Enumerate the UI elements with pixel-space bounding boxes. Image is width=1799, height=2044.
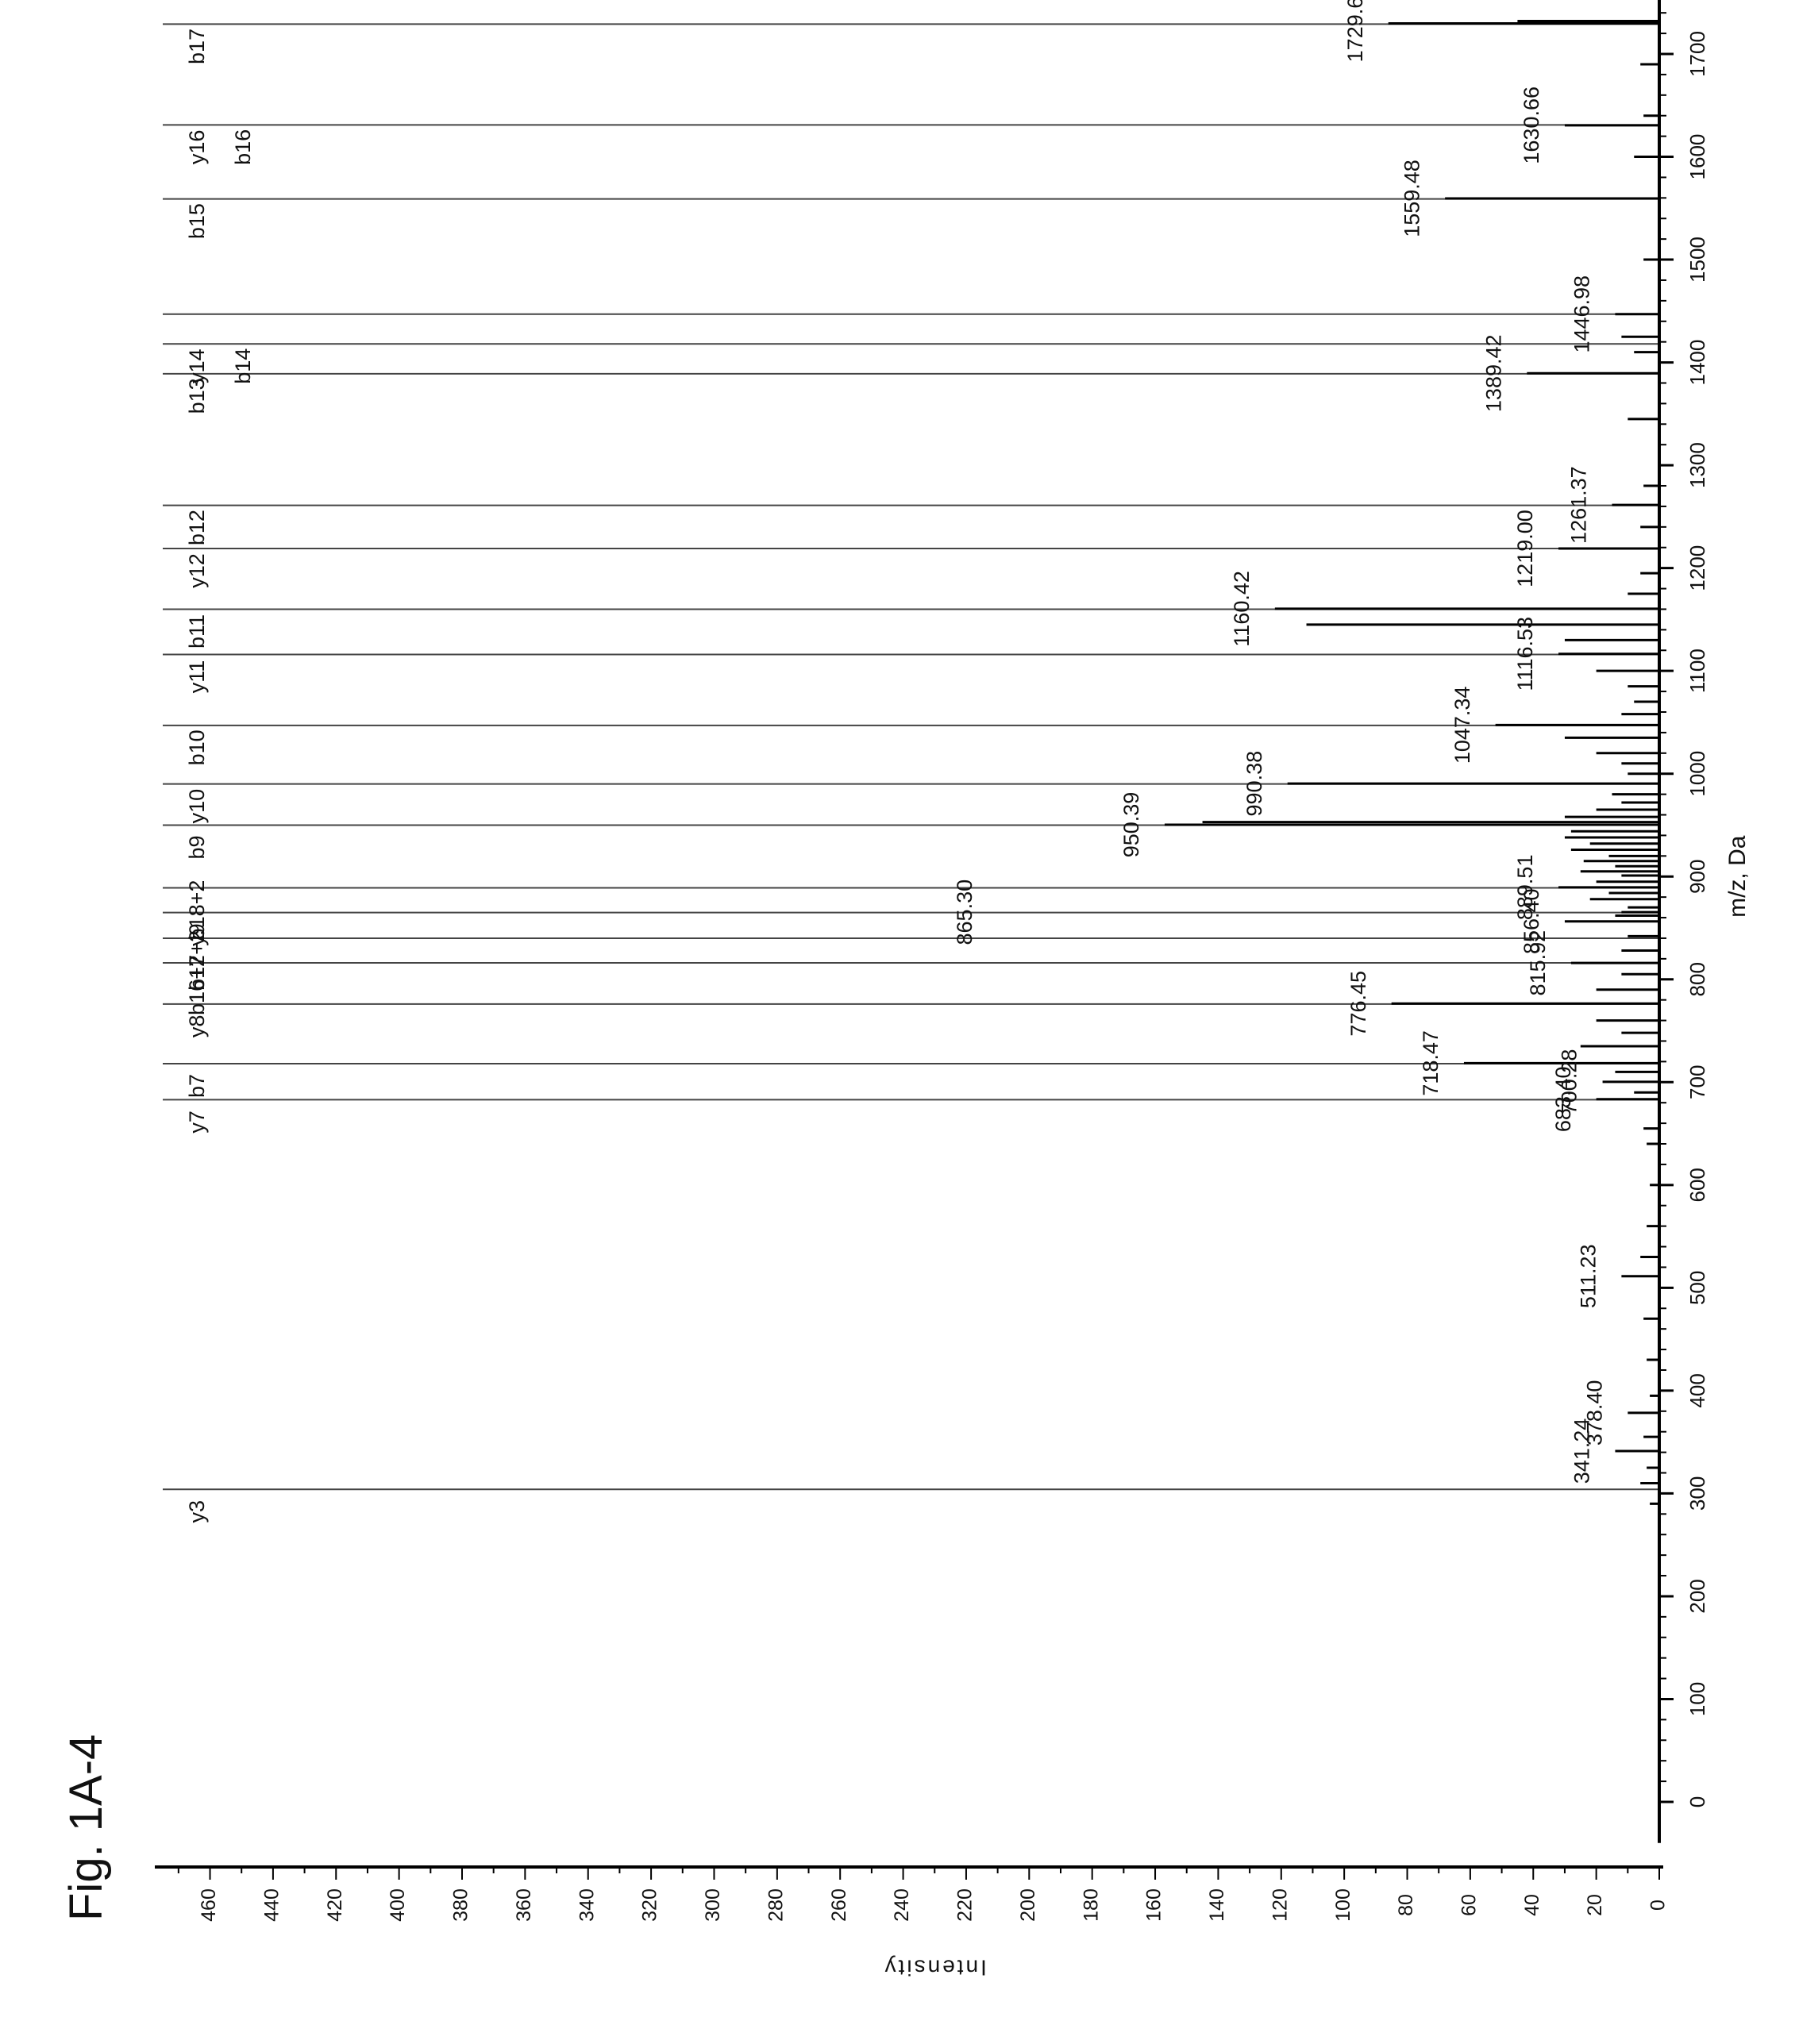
y-axis-title: Intensity [883, 1956, 987, 1980]
fragment-label: b12 [185, 510, 209, 545]
y-tick-label: 380 [450, 1888, 472, 1922]
peak-label: 700.28 [1558, 1049, 1581, 1115]
y-tick-label: 160 [1143, 1888, 1165, 1922]
y-tick-label: 300 [702, 1888, 724, 1922]
y-tick-label: 240 [891, 1888, 913, 1922]
fragment-label: y12 [185, 553, 209, 588]
peak-label: 378.40 [1582, 1380, 1606, 1446]
fragment-label: b15 [185, 203, 209, 239]
y-tick-label: 220 [954, 1888, 977, 1922]
peak-label: 511.23 [1577, 1245, 1601, 1309]
peak-label: 341.24 [1570, 1418, 1594, 1484]
peak-label: 1160.42 [1230, 571, 1254, 647]
peak-label: 1116.53 [1513, 617, 1537, 691]
fragment-label: y14 [185, 348, 209, 383]
fragment-label: y16 [185, 130, 209, 165]
peak-label: 815.92 [1526, 930, 1550, 996]
fragment-label: y9 [185, 923, 209, 946]
x-tick-label: 500 [1685, 1271, 1709, 1305]
y-tick-label: 20 [1584, 1894, 1606, 1916]
fragment-label: y7 [185, 1111, 209, 1134]
axes: 0100200300400500600700800900100011001200… [155, 0, 1751, 1980]
y-tick-label: 280 [765, 1888, 787, 1922]
y-tick-label: 100 [1332, 1888, 1354, 1922]
y-tick-label: 360 [513, 1888, 535, 1922]
x-tick-label: 1100 [1685, 649, 1709, 693]
y-tick-label: 420 [324, 1888, 346, 1922]
peak-label: 776.45 [1346, 971, 1370, 1037]
fragment-label: b13 [185, 378, 209, 414]
y-tick-label: 180 [1080, 1888, 1102, 1922]
y-tick-label: 60 [1458, 1894, 1481, 1916]
x-tick-label: 900 [1685, 860, 1709, 894]
y-tick-label: 120 [1269, 1888, 1291, 1922]
fragment-label: b11 [185, 614, 209, 649]
y-tick-label: 200 [1017, 1888, 1039, 1922]
y-tick-label: 460 [198, 1888, 220, 1922]
peak-label: 1446.98 [1570, 275, 1594, 353]
fragment-label: y11 [185, 660, 209, 694]
x-tick-label: 200 [1685, 1579, 1709, 1613]
x-tick-label: 1600 [1685, 134, 1709, 180]
peak-label: 856.40 [1520, 888, 1543, 954]
x-tick-label: 0 [1685, 1796, 1709, 1807]
fragment-label: b16 [231, 129, 255, 165]
fragment-label: y10 [185, 789, 209, 824]
fragment-label: y8 [185, 1015, 209, 1038]
x-tick-label: 600 [1685, 1168, 1709, 1202]
x-tick-label: 1500 [1685, 237, 1709, 283]
y-tick-label: 40 [1521, 1894, 1543, 1916]
x-tick-label: 400 [1685, 1373, 1709, 1407]
x-tick-label: 1200 [1685, 545, 1709, 591]
y-tick-label: 400 [387, 1888, 409, 1922]
x-tick-label: 1300 [1685, 442, 1709, 488]
x-tick-label: 100 [1685, 1682, 1709, 1716]
peak-label: 865.30 [953, 880, 977, 945]
y-tick-label: 340 [576, 1888, 598, 1922]
y-tick-label: 140 [1206, 1888, 1228, 1922]
peak-label: 889.51 [1513, 855, 1537, 921]
fragment-label: b17 [185, 29, 209, 64]
peak-label: 718.47 [1419, 1030, 1443, 1096]
peak-label: 1729.69 [1343, 0, 1367, 62]
peak-label: 1219.00 [1513, 510, 1537, 587]
fragment-label: b16+2 [185, 955, 209, 1015]
x-tick-label: 1000 [1685, 751, 1709, 797]
fragment-label: b14 [231, 348, 255, 384]
peak-label: 950.39 [1119, 792, 1143, 858]
fragment-marker-lines [163, 23, 1659, 1491]
fragment-label: b9 [185, 835, 209, 859]
y-tick-label: 320 [639, 1888, 661, 1922]
x-tick-label: 1700 [1685, 31, 1709, 77]
x-tick-label: 700 [1685, 1065, 1709, 1099]
x-tick-label: 800 [1685, 962, 1709, 996]
peak-label: 1389.42 [1481, 334, 1505, 412]
spectrum-peaks [1164, 20, 1659, 1505]
x-tick-label: 1400 [1685, 340, 1709, 386]
peak-label: 990.38 [1242, 751, 1266, 817]
y-tick-label: 260 [828, 1888, 850, 1922]
x-axis-title: m/z, Da [1724, 835, 1751, 918]
fragment-label: b7 [185, 1074, 209, 1098]
y-tick-label: 0 [1647, 1900, 1670, 1911]
peak-label: 1630.66 [1520, 87, 1543, 164]
peak-label: 683.40 [1551, 1066, 1575, 1132]
fragment-label: b17+2 [185, 930, 209, 991]
peak-label: 1047.34 [1450, 687, 1474, 764]
fragment-label: y3 [185, 1500, 209, 1523]
peak-label: 1261.37 [1567, 466, 1591, 544]
fragment-label: b10 [185, 729, 209, 765]
peak-label: 1559.48 [1400, 160, 1423, 237]
fragment-label: b18+2 [185, 880, 209, 941]
y-tick-label: 80 [1395, 1894, 1417, 1916]
y-tick-label: 440 [261, 1888, 283, 1922]
x-tick-label: 300 [1685, 1476, 1709, 1511]
